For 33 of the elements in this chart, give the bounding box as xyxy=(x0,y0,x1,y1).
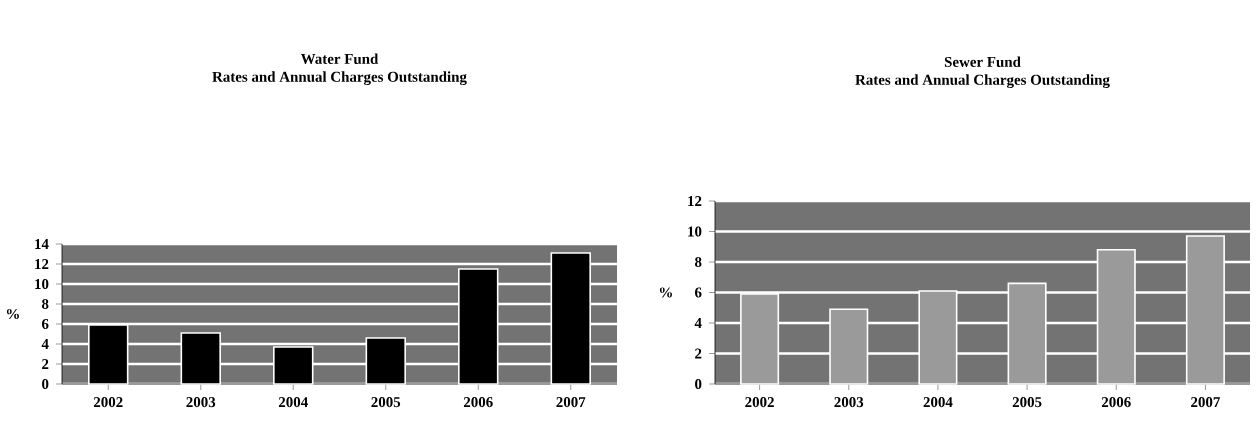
y-tick-label: 10 xyxy=(688,226,702,237)
y-tick-label: 12 xyxy=(688,196,702,206)
chart-subtitle: Rates and Annual Charges Outstanding xyxy=(212,71,467,85)
y-tick-label: 4 xyxy=(41,339,49,349)
y-axis-title: % xyxy=(6,308,19,320)
y-tick-label: 0 xyxy=(42,378,49,390)
y-tick-label: 2 xyxy=(695,348,702,359)
chart-title: Water Fund xyxy=(300,53,379,64)
x-tick-label: 2006 xyxy=(463,397,493,408)
y-tick-label: 2 xyxy=(42,359,49,369)
y-tick-label: 12 xyxy=(35,259,49,269)
y-tick-label: 0 xyxy=(695,378,702,390)
x-tick-label: 2007 xyxy=(1191,397,1220,408)
x-tick-label: 2003 xyxy=(834,397,864,408)
y-axis-title: % xyxy=(659,287,672,298)
y-tick-label: 14 xyxy=(35,239,49,249)
x-tick-label: 2006 xyxy=(1101,397,1131,408)
x-tick-label: 2005 xyxy=(371,397,401,408)
x-tick-label: 2002 xyxy=(745,397,774,408)
y-tick-label: 8 xyxy=(695,256,702,268)
y-tick-label: 8 xyxy=(41,298,49,310)
x-tick-label: 2004 xyxy=(923,397,953,408)
x-tick-label: 2005 xyxy=(1012,397,1042,408)
y-tick-label: 10 xyxy=(35,278,49,290)
x-tick-label: 2003 xyxy=(186,397,216,408)
x-tick-label: 2007 xyxy=(556,397,586,408)
x-tick-label: 2002 xyxy=(93,397,123,408)
y-tick-label: 6 xyxy=(41,319,49,330)
y-tick-label: 4 xyxy=(694,318,702,328)
chart-subtitle: Rates and Annual Charges Outstanding xyxy=(855,74,1110,88)
y-tick-label: 6 xyxy=(695,287,702,298)
x-tick-label: 2004 xyxy=(278,397,308,408)
chart-title: Sewer Fund xyxy=(944,56,1021,67)
